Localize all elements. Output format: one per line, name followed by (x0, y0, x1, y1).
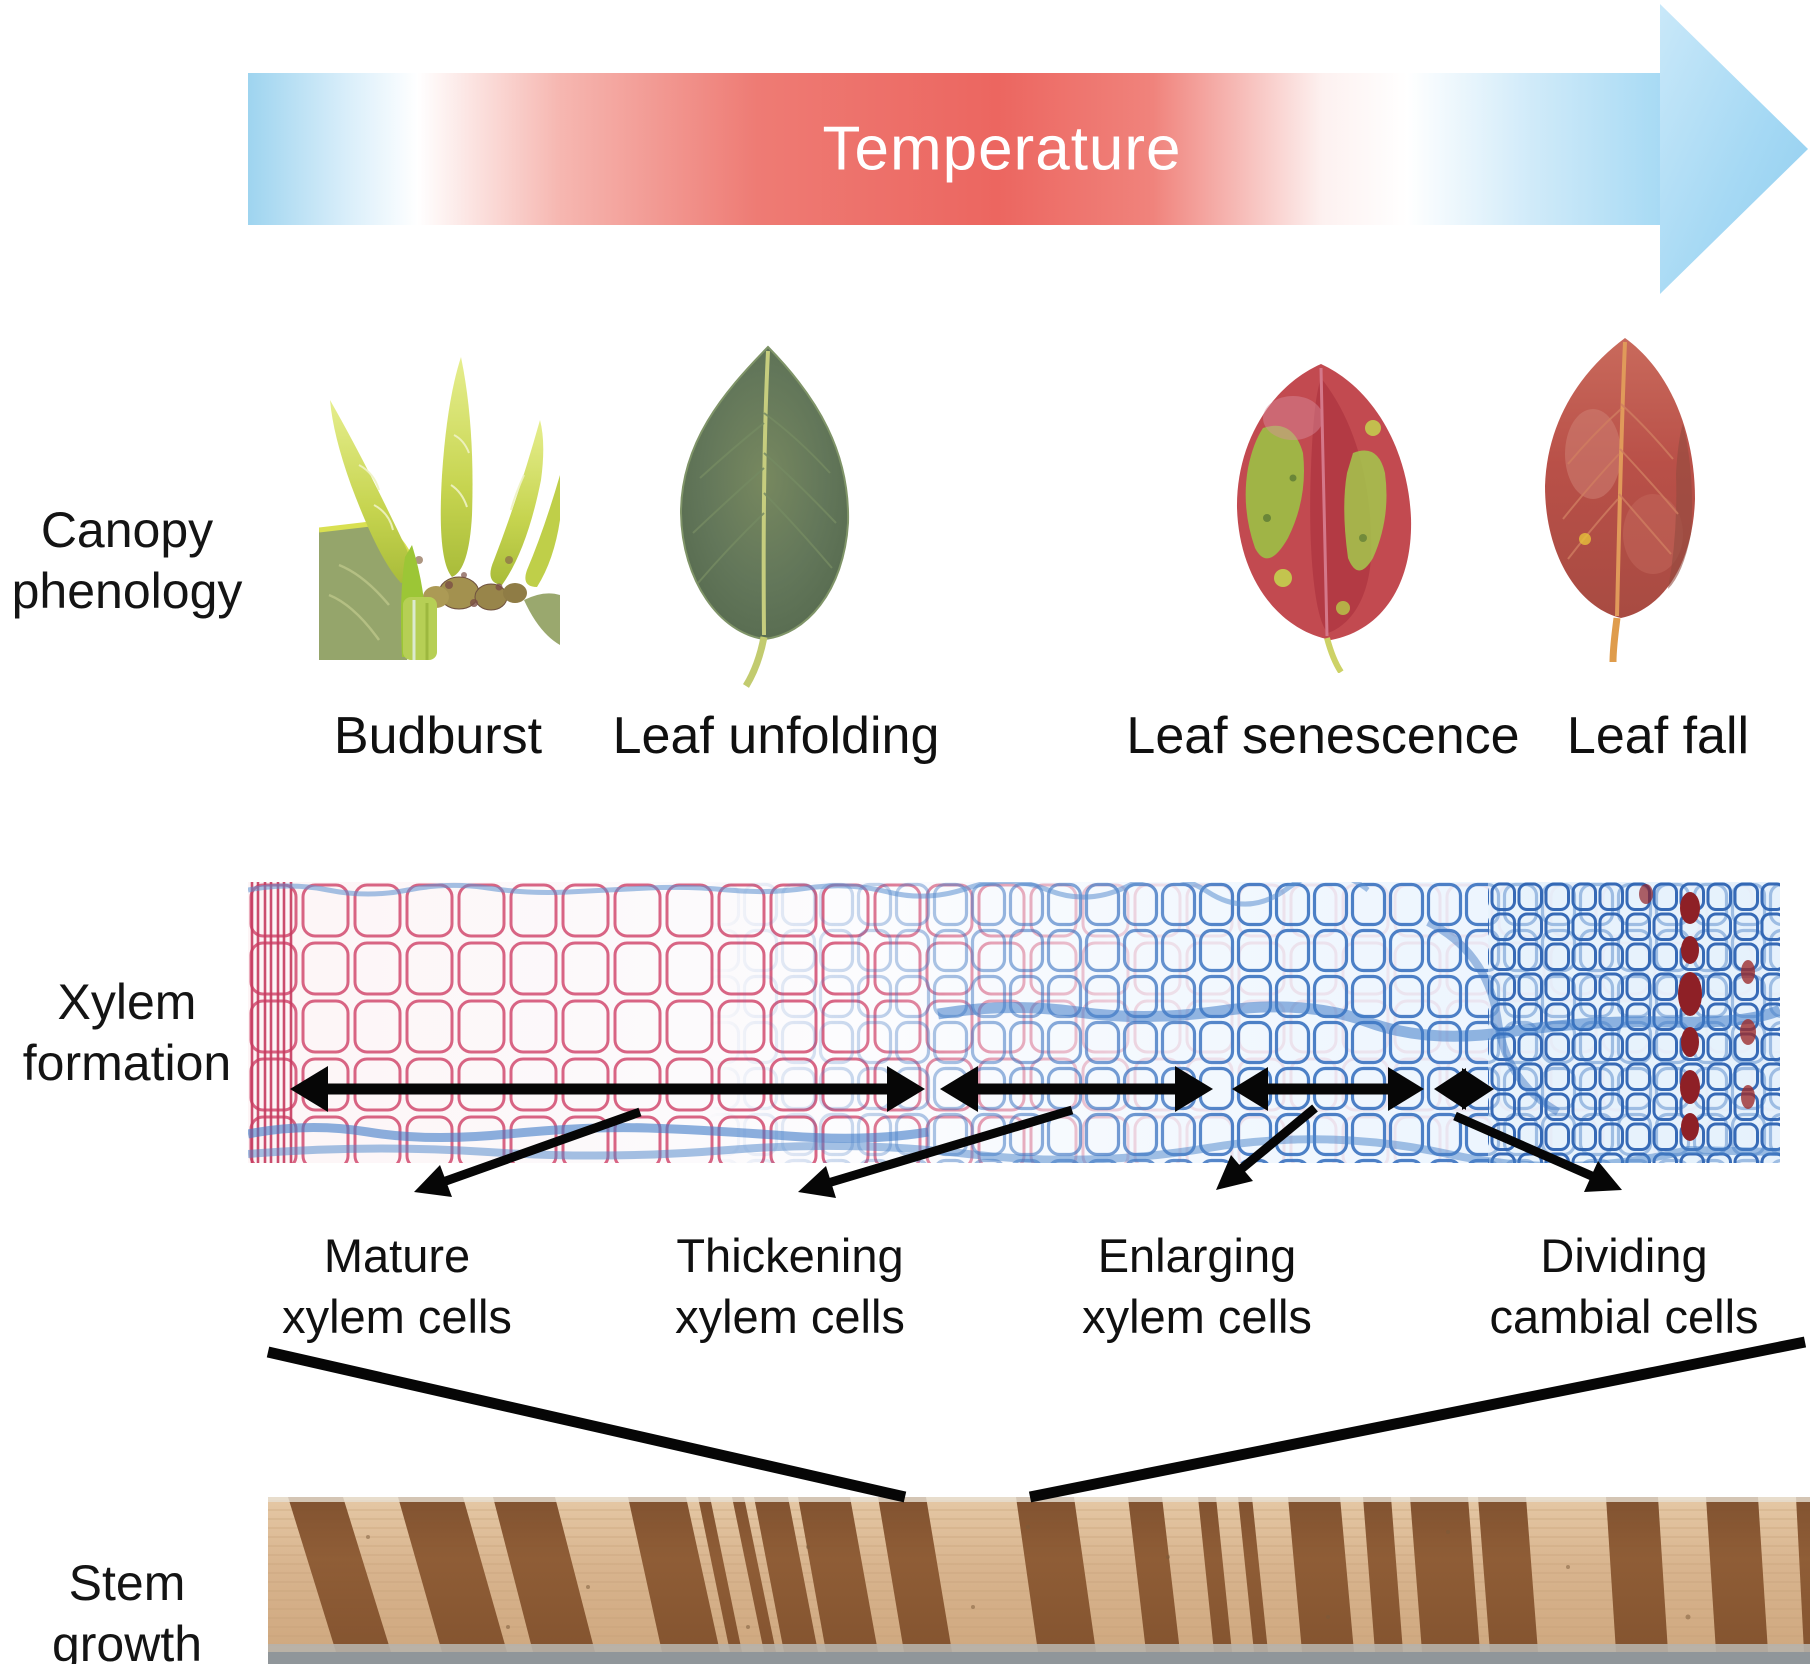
leaf-unfolding-photo (679, 345, 850, 688)
budburst-shoot-and-stem (401, 545, 437, 660)
green-leaf-veins (692, 412, 837, 584)
budburst-photo (319, 357, 560, 660)
senescent-leaf-green-patches (1245, 420, 1387, 615)
xylem-micrograph (248, 882, 1780, 1163)
caption-leaf-fall: Leaf fall (1566, 707, 1750, 765)
xylem-label-line2: formation (22, 1035, 232, 1091)
senescent-leaf-petiole (1324, 637, 1344, 673)
fall-leaf-light-patch (1565, 409, 1621, 499)
zone-enlarging-line1: Enlarging (1097, 1229, 1297, 1282)
zone-thickening-line2: xylem cells (675, 1290, 905, 1343)
wood-speckles (366, 1525, 1691, 1629)
ray-parenchyma-red-blobs (1639, 884, 1756, 1141)
xylem-formation-label: Xylem formation (0, 972, 254, 1094)
caption-budburst: Budburst (333, 707, 543, 765)
growth-ring-bands (288, 1497, 1810, 1652)
latewood-dense-band (248, 882, 294, 1163)
leaf-fall-photo (1545, 338, 1695, 663)
caption-leaf-unfolding: Leaf unfolding (612, 707, 940, 765)
xylem-label-line1: Xylem (57, 974, 197, 1030)
zone-label-enlarging: Enlarging xylem cells (1082, 1225, 1312, 1347)
caption-leaf-senescence: Leaf senescence (1126, 707, 1520, 765)
temperature-arrow-head-icon (1660, 4, 1808, 294)
stem-label-line1: Stem (68, 1555, 186, 1611)
senescent-leaf-midrib (1319, 367, 1329, 637)
wood-core-photo (268, 1497, 1810, 1664)
zone-mature-line1: Mature (323, 1229, 471, 1282)
zone-mature-line2: xylem cells (282, 1290, 512, 1343)
green-leaf-midrib (761, 350, 770, 636)
fall-leaf-petiole (1609, 617, 1621, 663)
budburst-buds (330, 357, 560, 587)
stem-label-line2: growth (51, 1616, 203, 1664)
fall-leaf-veins (1562, 403, 1679, 560)
zone-label-dividing: Dividing cambial cells (1489, 1225, 1758, 1347)
zone-dividing-line1: Dividing (1540, 1229, 1708, 1282)
budburst-base-scales (415, 556, 527, 611)
canopy-phenology-label: Canopy phenology (0, 500, 254, 622)
canopy-label-line1: Canopy (40, 502, 214, 558)
zone-label-thickening: Thickening xylem cells (675, 1225, 905, 1347)
zone-enlarging-line2: xylem cells (1082, 1290, 1312, 1343)
green-leaf-petiole (743, 636, 768, 688)
canopy-label-line2: phenology (11, 563, 243, 619)
zone-dividing-line2: cambial cells (1489, 1290, 1759, 1343)
leaf-senescence-photo (1236, 364, 1412, 673)
fall-leaf-midrib (1615, 341, 1627, 617)
temperature-gradient-arrow (248, 73, 1662, 225)
fall-leaf-dark-edge (1668, 424, 1692, 589)
temperature-label: Temperature (822, 114, 1182, 184)
fall-leaf-yellow-spot (1579, 533, 1591, 545)
zone-label-mature: Mature xylem cells (282, 1225, 512, 1347)
zone-thickening-line1: Thickening (676, 1229, 904, 1282)
stem-growth-label: Stem growth (0, 1553, 254, 1664)
senescent-leaf-pink-sheen (1263, 396, 1323, 440)
magnification-connector-lines (266, 1336, 1807, 1503)
